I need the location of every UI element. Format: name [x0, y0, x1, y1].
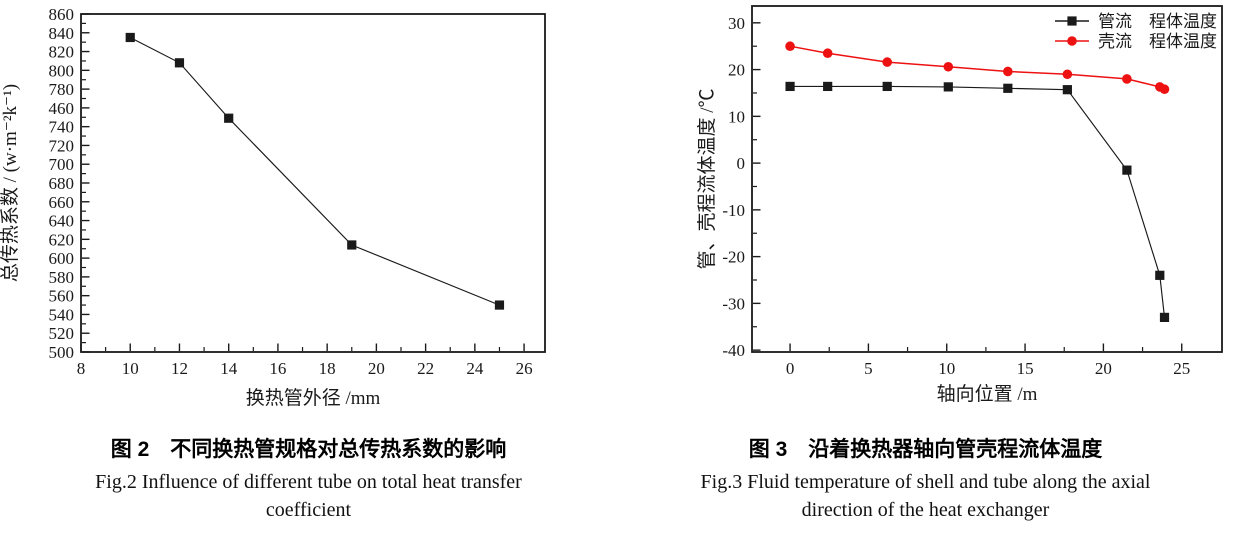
y-tick-label: 560 [49, 287, 75, 306]
data-point-marker [1122, 74, 1132, 84]
y-tick-label: -40 [722, 341, 745, 360]
legend-label: 管流 程体温度 [1098, 12, 1217, 31]
data-point-marker [1155, 270, 1165, 280]
data-point-marker [1159, 84, 1170, 95]
y-tick-label: 0 [737, 154, 746, 173]
figure3-chart: 0 5 10 15 20 25 -40 -30 -20 -10 0 10 20 30 轴向位置 /m 管、壳程… [696, 5, 1223, 405]
series-line [789, 45, 1165, 90]
y-tick-label: -30 [722, 294, 745, 313]
x-tick-label: 10 [938, 359, 955, 378]
y-tick-label: 640 [49, 212, 75, 231]
y-tick-label: 520 [49, 324, 75, 343]
data-point-marker [785, 81, 795, 92]
y-tick-label: 500 [49, 343, 75, 362]
y-tick-label: 600 [49, 249, 75, 268]
y-tick-label: 740 [49, 118, 75, 137]
y-tick-label: 680 [49, 174, 75, 193]
y-axis-title: 总传热系数 / (w·m⁻²k⁻¹) [0, 84, 21, 282]
x-tick-label: 14 [220, 359, 238, 378]
legend-marker [1067, 36, 1077, 46]
data-point-marker [785, 41, 795, 52]
y-tick-label: 840 [49, 24, 75, 43]
data-point-marker [943, 61, 954, 72]
data-point-marker [125, 32, 135, 43]
figure2-caption-en-line1: Fig.2 Influence of different tube on tot… [95, 471, 522, 493]
x-tick-label: 20 [368, 359, 385, 378]
y-tick-label: 620 [49, 230, 75, 249]
x-tick-label: 10 [122, 359, 139, 378]
y-tick-label: -20 [722, 248, 745, 267]
data-point-marker [823, 81, 833, 92]
y-tick-label: -10 [722, 201, 745, 220]
x-tick-label: 12 [171, 359, 188, 378]
y-tick-label: 800 [49, 61, 75, 80]
data-point-marker [1062, 85, 1072, 95]
y-tick-label: 720 [49, 136, 75, 155]
data-point-marker [174, 58, 185, 68]
x-tick-label: 25 [1173, 359, 1190, 378]
y-tick-label: 700 [49, 155, 75, 174]
legend-entry: 壳流 程体温度 [1055, 32, 1217, 51]
series-primary [785, 81, 1170, 322]
figure2-caption-en-line2: coefficient [265, 499, 352, 521]
x-tick-label: 0 [786, 359, 795, 378]
plot-frame [751, 5, 1223, 353]
figure3-caption-en-line2: direction of the heat exchanger [801, 499, 1050, 521]
y-tick-label: 10 [728, 107, 745, 126]
y-tick-label: 860 [49, 5, 75, 24]
y-tick-label: 460 [49, 99, 75, 118]
figure2: 8 10 12 14 16 18 20 22 24 26 500 520 540 560 580 600 620… [0, 5, 546, 521]
data-point-marker [822, 48, 833, 59]
x-tick-label: 20 [1095, 359, 1112, 378]
data-point-marker [1122, 165, 1132, 175]
x-tick-label: 8 [77, 359, 86, 378]
series-line [129, 36, 500, 306]
legend-entry: 管流 程体温度 [1055, 12, 1217, 31]
y-tick-label: 660 [49, 193, 75, 212]
plot-frame [80, 13, 546, 353]
y-tick-label: 820 [49, 43, 75, 62]
x-tick-label: 22 [417, 359, 434, 378]
y-tick-label: 20 [728, 61, 745, 80]
figure3-caption-zh: 图 3 沿着换热器轴向管壳程流体温度 [748, 438, 1103, 461]
y-axis-title: 管、壳程流体温度 /℃ [696, 88, 718, 269]
data-point-marker [882, 81, 892, 92]
data-point-marker [943, 82, 953, 92]
axis-ticks: 8 10 12 14 16 18 20 22 24 26 500520540560580600620… [49, 5, 533, 378]
data-point-marker [347, 240, 357, 250]
axis-ticks: 0 5 10 15 20 25 -40 -30 -20 -10 0 10 20 30 [722, 14, 1190, 378]
legend-marker [1067, 16, 1077, 26]
data-point-marker [224, 113, 234, 123]
x-tick-label: 16 [269, 359, 286, 378]
legend-label: 壳流 程体温度 [1098, 32, 1217, 51]
figure3: 0 5 10 15 20 25 -40 -30 -20 -10 0 10 20 30 轴向位置 /m 管、壳程… [617, 0, 1234, 536]
x-tick-label: 26 [516, 359, 533, 378]
y-tick-label: 580 [49, 268, 75, 287]
x-tick-label: 15 [1017, 359, 1034, 378]
x-tick-label: 24 [466, 359, 484, 378]
x-tick-label: 5 [864, 359, 873, 378]
data-point-marker [882, 57, 893, 67]
data-point-marker [1062, 69, 1073, 80]
y-tick-label: 30 [728, 14, 745, 33]
figure2-caption-zh: 图 2 不同换热管规格对总传热系数的影响 [110, 438, 507, 461]
figure2-chart: 8 10 12 14 16 18 20 22 24 26 500520540560580600620… [0, 5, 546, 409]
data-point-marker [1003, 66, 1013, 77]
series-line [790, 85, 1166, 318]
data-point-marker [1159, 312, 1170, 322]
figure3-caption-en-line1: Fig.3 Fluid temperature of shell and tub… [700, 471, 1151, 493]
x-axis-title: 换热管外径 /mm [246, 387, 381, 409]
data-point-marker [494, 300, 505, 310]
y-tick-label: 780 [49, 80, 75, 99]
series-secondary [785, 41, 1170, 95]
data-point-marker [1003, 83, 1013, 93]
x-axis-title: 轴向位置 /m [937, 383, 1038, 405]
y-tick-label: 540 [49, 305, 75, 324]
x-tick-label: 18 [319, 359, 336, 378]
series-primary [125, 32, 505, 310]
